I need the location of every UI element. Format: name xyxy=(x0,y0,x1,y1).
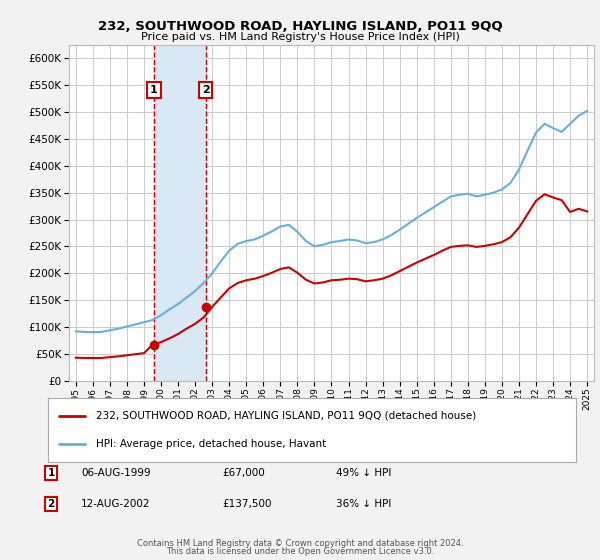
Text: 2: 2 xyxy=(202,85,209,95)
Text: £137,500: £137,500 xyxy=(222,499,271,509)
Text: This data is licensed under the Open Government Licence v3.0.: This data is licensed under the Open Gov… xyxy=(166,547,434,556)
Text: 36% ↓ HPI: 36% ↓ HPI xyxy=(336,499,391,509)
Text: Contains HM Land Registry data © Crown copyright and database right 2024.: Contains HM Land Registry data © Crown c… xyxy=(137,539,463,548)
Text: Price paid vs. HM Land Registry's House Price Index (HPI): Price paid vs. HM Land Registry's House … xyxy=(140,32,460,43)
Text: 49% ↓ HPI: 49% ↓ HPI xyxy=(336,468,391,478)
Text: 12-AUG-2002: 12-AUG-2002 xyxy=(81,499,151,509)
Text: 2: 2 xyxy=(47,499,55,509)
Text: 06-AUG-1999: 06-AUG-1999 xyxy=(81,468,151,478)
Text: HPI: Average price, detached house, Havant: HPI: Average price, detached house, Hava… xyxy=(95,439,326,449)
Text: 1: 1 xyxy=(47,468,55,478)
Text: 1: 1 xyxy=(150,85,158,95)
Bar xyxy=(154,45,206,381)
Text: £67,000: £67,000 xyxy=(222,468,265,478)
Text: 232, SOUTHWOOD ROAD, HAYLING ISLAND, PO11 9QQ: 232, SOUTHWOOD ROAD, HAYLING ISLAND, PO1… xyxy=(98,20,502,32)
Text: 232, SOUTHWOOD ROAD, HAYLING ISLAND, PO11 9QQ (detached house): 232, SOUTHWOOD ROAD, HAYLING ISLAND, PO1… xyxy=(95,410,476,421)
